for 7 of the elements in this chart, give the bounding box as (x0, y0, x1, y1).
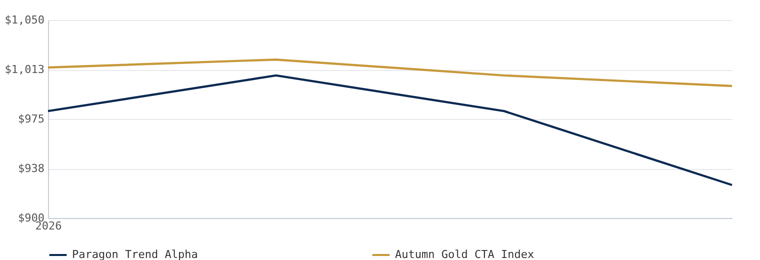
y-tick-label: $975 (18, 112, 44, 126)
legend-label: Autumn Gold CTA Index (395, 248, 534, 260)
y-tick-label: $1,013 (4, 63, 44, 76)
y-tick-label: $1,050 (4, 14, 44, 26)
y-tick-label: $938 (18, 162, 44, 175)
line-series (46, 58, 734, 88)
legend-label: Paragon Trend Alpha (72, 248, 198, 260)
